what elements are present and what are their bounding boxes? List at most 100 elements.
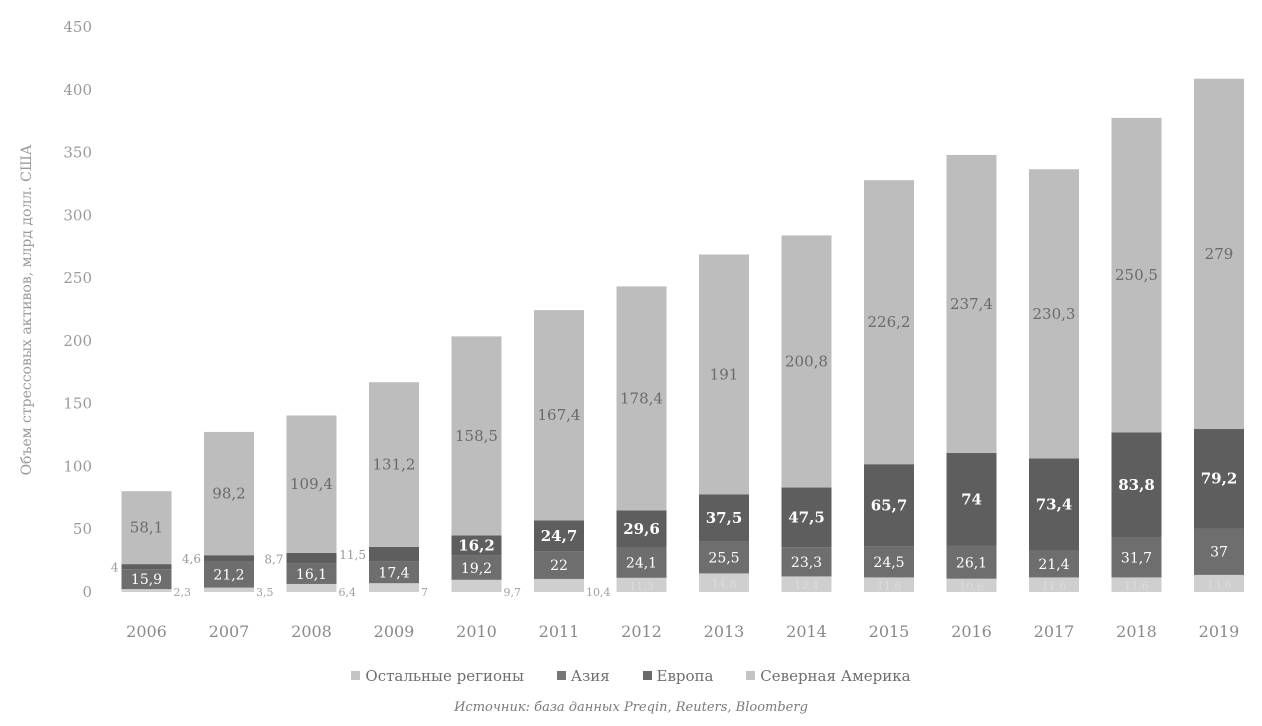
bar-segment xyxy=(1029,458,1079,551)
bar-segment xyxy=(946,453,997,546)
bar-segment xyxy=(121,564,172,570)
bar-segment xyxy=(369,382,419,547)
data-label: 131,2 xyxy=(373,456,416,474)
bar-segment xyxy=(451,535,502,556)
data-label: 47,5 xyxy=(788,508,825,526)
data-label: 11,6 xyxy=(1042,580,1067,593)
x-tick-label: 2011 xyxy=(539,622,580,641)
bar-segment xyxy=(204,431,254,556)
bar-segment xyxy=(451,336,502,536)
data-labels: 2,3 15,9 4 58,1 3,5 21,2 4,6 98,2 6,4 16,1 8,7 109,… xyxy=(111,245,1237,599)
bar-segment xyxy=(864,577,914,592)
data-label: 200,8 xyxy=(785,352,828,370)
bar-segment xyxy=(451,555,502,580)
y-tick-label: 400 xyxy=(63,81,92,99)
source-note: Источник: база данных Preqin, Reuters, B… xyxy=(454,700,808,715)
data-label: 230,3 xyxy=(1033,305,1076,323)
x-axis: 2006 2007 2008 2009 2010 2011 2012 2013 2014 2015… xyxy=(126,622,1239,641)
bar-segment xyxy=(699,541,749,574)
y-axis: 0 50 100 150 200 250 300 350 400 450 xyxy=(63,18,92,601)
y-tick-label: 50 xyxy=(73,520,92,538)
legend-swatch-europe xyxy=(642,671,652,680)
x-tick-label: 2007 xyxy=(209,622,250,641)
legend-label-other: Остальные регионы xyxy=(365,667,524,685)
bar-segment xyxy=(369,546,419,562)
bar-segment xyxy=(1111,577,1162,592)
bar-segment xyxy=(781,487,832,548)
bar-segment xyxy=(1111,117,1162,433)
bar-segment xyxy=(534,578,584,592)
bar-segment xyxy=(286,583,337,592)
y-tick-label: 100 xyxy=(63,457,92,475)
data-label: 15,9 xyxy=(131,572,162,588)
bar-segment xyxy=(534,551,584,579)
bar-segment xyxy=(946,154,997,454)
data-label: 37 xyxy=(1210,545,1228,561)
data-label: 16,1 xyxy=(296,567,327,583)
bar-segment xyxy=(699,494,749,542)
bar-segment xyxy=(286,415,337,553)
data-label: 4,6 xyxy=(182,552,201,566)
bar-segment xyxy=(121,589,172,592)
data-label: 17,4 xyxy=(378,565,409,581)
bar-segment xyxy=(781,547,832,577)
data-label: 74 xyxy=(961,490,982,508)
bar-segment xyxy=(616,577,667,592)
data-label: 109,4 xyxy=(290,475,333,493)
bar-segment xyxy=(1029,577,1079,592)
data-label: 83,8 xyxy=(1118,476,1155,494)
data-label: 10,6 xyxy=(959,580,984,593)
x-tick-label: 2016 xyxy=(951,622,992,641)
y-tick-label: 250 xyxy=(63,269,92,287)
data-label: 178,4 xyxy=(620,389,663,407)
data-label: 23,3 xyxy=(791,555,822,571)
data-label: 31,7 xyxy=(1121,551,1152,567)
bar-segment xyxy=(369,561,419,584)
y-tick-label: 200 xyxy=(63,332,92,350)
y-tick-label: 300 xyxy=(63,206,92,224)
data-label: 7 xyxy=(421,586,428,599)
legend-label-asia: Азия xyxy=(570,667,610,685)
data-label: 167,4 xyxy=(538,406,581,424)
x-tick-label: 2015 xyxy=(869,622,910,641)
x-tick-label: 2009 xyxy=(374,622,415,641)
data-label: 279 xyxy=(1205,245,1234,263)
data-label: 12,4 xyxy=(794,579,819,592)
bar-segment xyxy=(204,560,254,588)
data-label: 11,6 xyxy=(877,580,902,593)
y-tick-label: 450 xyxy=(63,18,92,36)
y-tick-label: 150 xyxy=(63,395,92,413)
legend-item-asia: Азия xyxy=(556,667,610,685)
bar-segment xyxy=(121,491,172,565)
bar-segment xyxy=(1194,78,1244,430)
data-label: 250,5 xyxy=(1115,266,1158,284)
data-label: 98,2 xyxy=(212,485,245,503)
bar-segment xyxy=(616,547,667,578)
data-label: 158,5 xyxy=(455,427,498,445)
bar-segment xyxy=(1194,528,1244,575)
bar-segment xyxy=(1194,574,1244,592)
x-tick-label: 2006 xyxy=(126,622,167,641)
data-label: 11,6 xyxy=(1124,580,1149,593)
bar-segment xyxy=(286,563,337,584)
x-tick-label: 2014 xyxy=(786,622,827,641)
legend-item-other: Остальные регионы xyxy=(351,667,524,685)
bar-segment xyxy=(534,310,584,521)
bar-segment xyxy=(451,579,502,592)
data-label: 22 xyxy=(550,558,568,574)
bar-segment xyxy=(1029,550,1079,578)
x-tick-label: 2019 xyxy=(1199,622,1240,641)
bar-segment xyxy=(946,545,997,579)
legend-swatch-north-america xyxy=(746,671,756,680)
data-label: 21,4 xyxy=(1038,557,1069,573)
data-label: 11,3 xyxy=(629,580,654,593)
bar-segment xyxy=(864,546,914,578)
data-label: 11,5 xyxy=(339,548,366,562)
data-label: 14,8 xyxy=(712,578,737,591)
legend-item-europe: Европа xyxy=(642,667,714,685)
y-tick-label: 350 xyxy=(63,144,92,162)
data-label: 25,5 xyxy=(708,550,739,566)
legend: Остальные регионы Азия Европа Северная А… xyxy=(0,667,1262,685)
bar-segment xyxy=(1029,169,1079,459)
